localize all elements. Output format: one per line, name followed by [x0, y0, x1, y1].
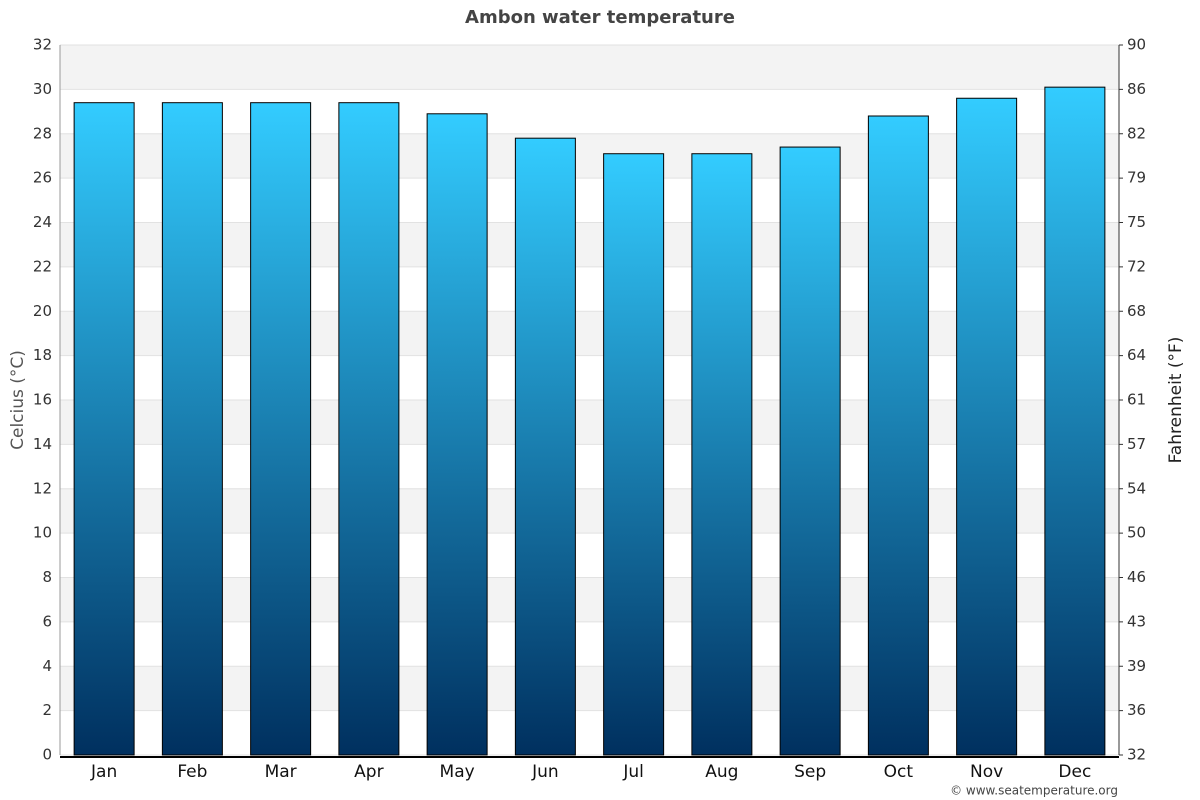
y-tick-label: 16: [33, 391, 52, 409]
y-axis-label: Celcius (°C): [8, 350, 28, 450]
y-tick-label: 32: [33, 36, 52, 54]
y-tick-label: 8: [42, 568, 52, 586]
x-tick-label: Jun: [531, 762, 559, 782]
y2-tick-label: 86: [1127, 80, 1146, 98]
y2-tick-label: 82: [1127, 124, 1146, 142]
grid-band: [60, 577, 1119, 622]
y-tick-label: 22: [33, 257, 52, 275]
bar: [779, 146, 841, 756]
y-tick-label: 18: [33, 346, 52, 364]
y-tick-label: 4: [42, 657, 52, 675]
y2-tick-label: 79: [1127, 169, 1146, 187]
y-tick-label: 24: [33, 213, 52, 231]
y-tick-label: 0: [42, 746, 52, 764]
y2-axis-label: Fahrenheit (°F): [1166, 337, 1186, 464]
x-tick-label: Sep: [794, 762, 826, 782]
grid-band: [60, 400, 1119, 445]
y2-tick-label: 39: [1127, 657, 1146, 675]
y2-tick-label: 54: [1127, 479, 1146, 497]
y2-tick-label: 36: [1127, 701, 1146, 719]
bar: [338, 102, 400, 756]
grid-band: [60, 45, 1119, 90]
y-tick-label: 2: [42, 701, 52, 719]
y-tick-label: 12: [33, 479, 52, 497]
y-tick-label: 26: [33, 169, 52, 187]
y2-tick-label: 57: [1127, 435, 1146, 453]
bar: [73, 102, 135, 756]
grid-band: [60, 133, 1119, 179]
y-tick-label: 10: [33, 524, 52, 542]
grid-band: [60, 666, 1119, 711]
y2-tick-label: 46: [1127, 568, 1146, 586]
x-tick-label: Apr: [354, 762, 383, 782]
y2-tick-label: 90: [1127, 36, 1146, 54]
x-tick-label: May: [440, 762, 475, 782]
chart-title: Ambon water temperature: [465, 7, 735, 28]
x-tick-label: Feb: [177, 762, 207, 782]
credit: © www.seatemperature.org: [950, 784, 1118, 798]
x-tick-label: Jan: [90, 762, 117, 782]
y-tick-label: 28: [33, 124, 52, 142]
y2-tick-label: 50: [1127, 524, 1146, 542]
y2-tick-label: 75: [1127, 213, 1146, 231]
y-tick-label: 30: [33, 80, 52, 98]
bar: [161, 102, 223, 756]
bar: [956, 97, 1018, 756]
bar: [603, 153, 665, 756]
bar: [250, 102, 312, 756]
y2-tick-label: 32: [1127, 746, 1146, 764]
grid-band: [60, 222, 1119, 267]
bar: [514, 137, 576, 756]
x-tick-label: Dec: [1058, 762, 1091, 782]
x-tick-label: Oct: [884, 762, 914, 782]
bar: [867, 115, 929, 756]
y2-tick-label: 68: [1127, 302, 1146, 320]
y-tick-label: 14: [33, 435, 52, 453]
x-tick-label: Jul: [622, 762, 644, 782]
y2-tick-label: 43: [1127, 612, 1146, 630]
x-tick-label: Aug: [705, 762, 738, 782]
grid-band: [60, 311, 1119, 356]
bar: [426, 113, 488, 756]
bar: [691, 153, 753, 756]
y2-tick-label: 61: [1127, 391, 1146, 409]
y-tick-label: 6: [42, 612, 52, 630]
x-tick-label: Mar: [265, 762, 297, 782]
bar: [1044, 86, 1106, 756]
y2-tick-label: 72: [1127, 257, 1146, 275]
y2-tick-label: 64: [1127, 346, 1146, 364]
grid-band: [60, 488, 1119, 534]
y-tick-label: 20: [33, 302, 52, 320]
x-tick-label: Nov: [970, 762, 1003, 782]
